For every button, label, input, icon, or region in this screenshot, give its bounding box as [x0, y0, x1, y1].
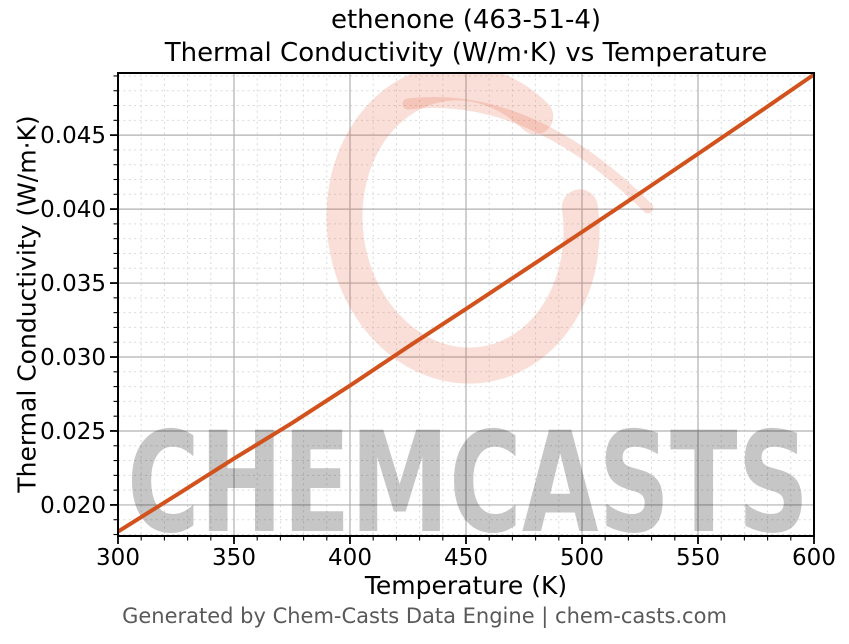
y-tick-label: 0.025 — [40, 419, 106, 445]
x-tick-label: 450 — [444, 545, 488, 571]
y-tick-label: 0.020 — [40, 493, 106, 519]
x-tick-label: 350 — [212, 545, 256, 571]
grid-minor — [118, 73, 814, 536]
series-line-thermal-conductivity — [118, 73, 814, 534]
chart-title: ethenone (463-51-4) Thermal Conductivity… — [118, 4, 814, 70]
chart-title-line1: ethenone (463-51-4) — [330, 5, 602, 35]
watermark-logo-swoosh — [402, 97, 654, 214]
y-tick-label: 0.030 — [40, 345, 106, 371]
grid-major — [117, 73, 815, 536]
x-tick-label: 300 — [96, 545, 140, 571]
x-tick-label: 400 — [328, 545, 372, 571]
axis-ticks — [110, 75, 815, 544]
watermark-text: CHEMCASTS — [127, 402, 809, 564]
y-tick-label: 0.040 — [40, 197, 106, 223]
watermark: CHEMCASTS — [127, 73, 809, 564]
y-tick-label: 0.035 — [40, 271, 106, 297]
y-tick-label: 0.045 — [40, 123, 106, 149]
x-axis-label: Temperature (K) — [364, 571, 568, 600]
x-tick-label: 600 — [792, 545, 836, 571]
x-tick-label: 500 — [560, 545, 604, 571]
footer-text: Generated by Chem-Casts Data Engine | ch… — [122, 604, 727, 628]
chart-title-line2: Thermal Conductivity (W/m·K) vs Temperat… — [164, 38, 768, 68]
watermark-logo-ring — [326, 73, 600, 384]
x-tick-label: 550 — [676, 545, 720, 571]
